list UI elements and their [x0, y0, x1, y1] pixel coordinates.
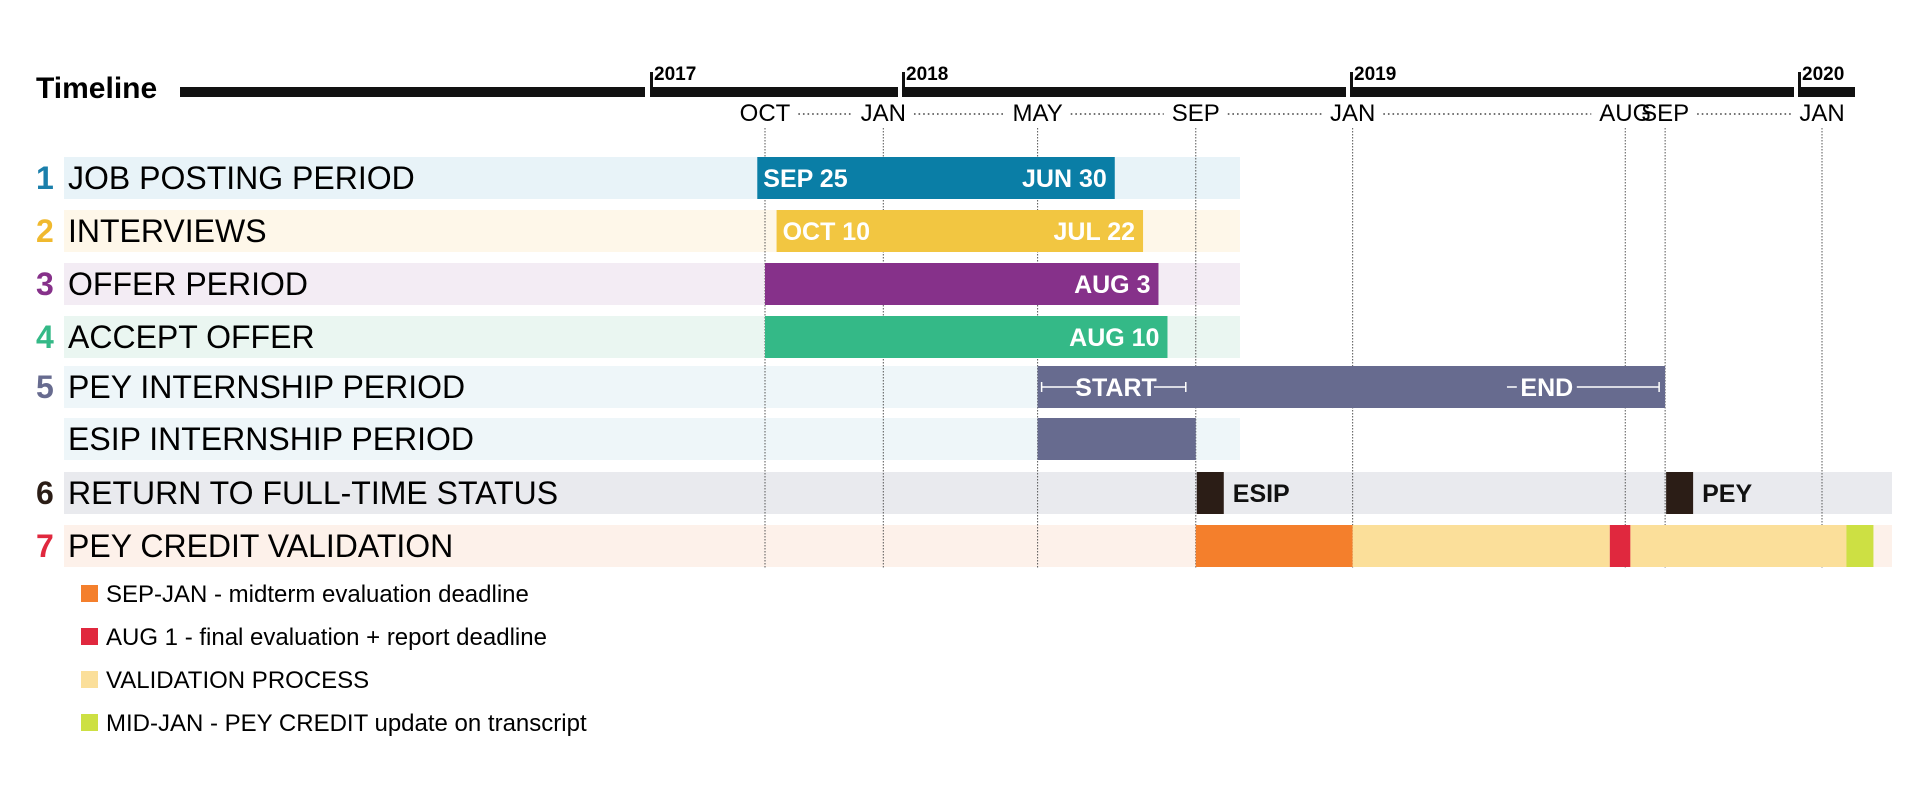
timeline-bar	[776, 210, 1144, 252]
axis-rule-segment	[1798, 87, 1855, 97]
legend-swatch	[81, 671, 98, 688]
bar-end-label: END	[1520, 374, 1573, 402]
axis-rule-segment	[902, 87, 1346, 97]
legend-label: VALIDATION PROCESS	[106, 667, 369, 694]
row-number: 6	[36, 475, 54, 511]
timeline-bar	[1037, 366, 1666, 408]
month-tick-label: JAN	[861, 100, 906, 127]
validation-segment	[1195, 525, 1353, 567]
legend-swatch	[81, 628, 98, 645]
row-label: RETURN TO FULL-TIME STATUS	[68, 475, 558, 511]
status-marker-label: PEY	[1702, 480, 1752, 508]
month-tick-label: JAN	[1799, 100, 1844, 127]
row-number: 4	[36, 319, 54, 355]
legend-label: MID-JAN - PEY CREDIT update on transcrip…	[106, 710, 587, 737]
row-label: ESIP INTERNSHIP PERIOD	[68, 421, 474, 457]
year-tick	[1798, 72, 1801, 97]
year-tick	[650, 72, 653, 97]
row-label: INTERVIEWS	[68, 213, 267, 249]
axis-rule-segment	[180, 87, 645, 97]
row-label: JOB POSTING PERIOD	[68, 160, 415, 196]
row-number: 7	[36, 528, 54, 564]
status-marker	[1666, 472, 1694, 514]
axis-rule-segment	[1350, 87, 1794, 97]
bar-end-label: JUN 30	[1022, 165, 1107, 193]
row-number: 2	[36, 213, 54, 249]
timeline-bar	[765, 316, 1168, 358]
bar-start-label: OCT 10	[783, 218, 871, 246]
row-number: 3	[36, 266, 54, 302]
month-tick-label: SEP	[1641, 100, 1689, 127]
row-number: 5	[36, 369, 54, 405]
validation-segment	[1609, 525, 1631, 567]
row-label: ACCEPT OFFER	[68, 319, 315, 355]
month-tick-label: JAN	[1330, 100, 1375, 127]
bar-end-label: AUG 10	[1069, 324, 1159, 352]
year-tick	[902, 72, 905, 97]
year-label: 2019	[1354, 64, 1396, 85]
legend-swatch	[81, 714, 98, 731]
year-label: 2018	[906, 64, 948, 85]
month-tick-label: SEP	[1172, 100, 1220, 127]
timeline-bar	[1037, 418, 1196, 460]
row-number: 1	[36, 160, 54, 196]
legend-label: AUG 1 - final evaluation + report deadli…	[106, 624, 547, 651]
year-label: 2017	[654, 64, 696, 85]
legend-label: SEP-JAN - midterm evaluation deadline	[106, 581, 529, 608]
timeline-bar	[757, 157, 1115, 199]
timeline-bar	[765, 263, 1159, 305]
month-tick-label: OCT	[740, 100, 791, 127]
validation-segment	[1630, 525, 1847, 567]
chart-title: Timeline	[36, 72, 157, 105]
row-label: OFFER PERIOD	[68, 266, 308, 302]
bar-end-label: JUL 22	[1054, 218, 1136, 246]
row-background	[1240, 472, 1892, 514]
year-tick	[1350, 72, 1353, 97]
row-label: PEY INTERNSHIP PERIOD	[68, 369, 465, 405]
month-tick-label: AUG	[1599, 100, 1651, 127]
bar-start-label: START	[1075, 374, 1156, 402]
validation-segment	[1352, 525, 1610, 567]
row-background	[64, 472, 1240, 514]
axis-rule-segment	[650, 87, 898, 97]
legend-swatch	[81, 585, 98, 602]
bar-start-label: SEP 25	[763, 165, 847, 193]
status-marker	[1196, 472, 1224, 514]
status-marker-label: ESIP	[1233, 480, 1290, 508]
row-label: PEY CREDIT VALIDATION	[68, 528, 453, 564]
bar-end-label: AUG 3	[1074, 271, 1150, 299]
year-label: 2020	[1802, 64, 1844, 85]
validation-segment	[1846, 525, 1874, 567]
row-background	[64, 525, 1240, 567]
month-tick-label: MAY	[1012, 100, 1062, 127]
